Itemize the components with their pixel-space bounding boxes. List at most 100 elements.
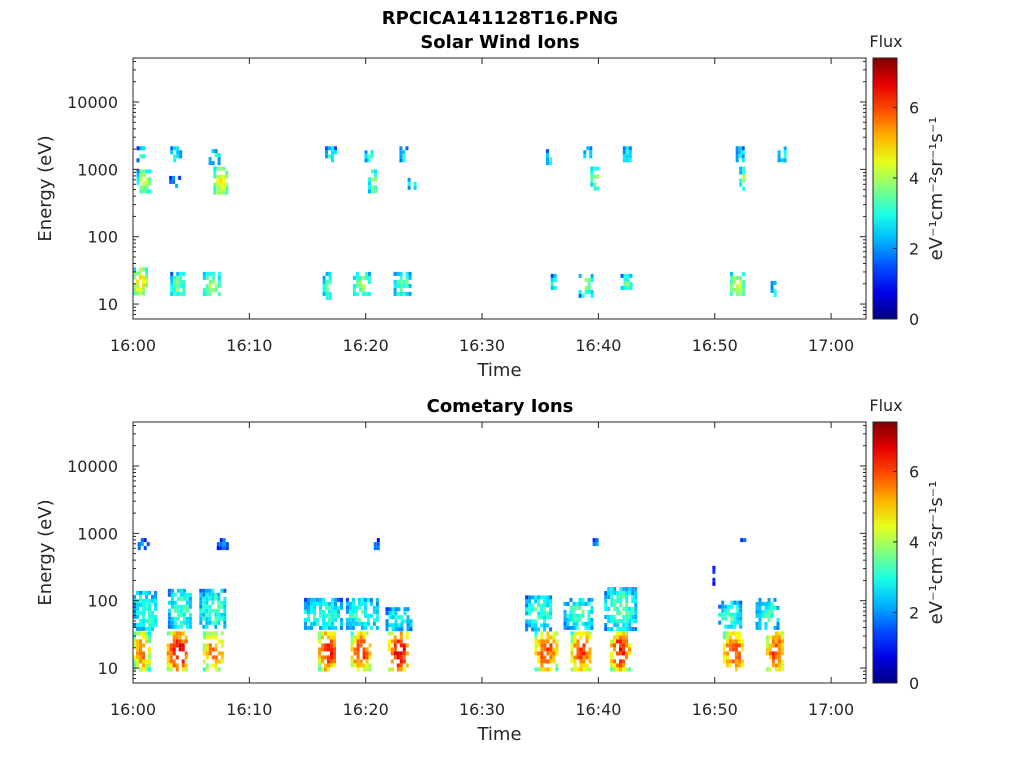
flux-cell [375,613,379,618]
flux-cell [405,635,409,640]
flux-cell [400,627,404,632]
flux-cell [540,631,544,636]
flux-cell [584,289,588,294]
flux-cell [625,607,629,611]
flux-cell [166,651,170,656]
flux-cell [402,158,406,163]
flux-cell [767,609,771,614]
flux-cell [363,601,367,606]
flux-cell [133,275,136,280]
flux-blob [133,590,157,631]
flux-cell [211,279,215,284]
flux-cell [546,651,550,656]
figure-title: RPCICA141128T16.PNG [382,8,618,29]
flux-cell [307,605,310,610]
flux-cell [774,651,778,656]
flux-cell [322,601,325,606]
flux-cell [322,617,325,622]
flux-cell [634,587,638,591]
flux-cell [534,667,538,672]
flux-cell [399,154,403,159]
flux-cell [334,150,337,155]
flux-cell [139,275,142,280]
flux-cell [758,605,762,610]
flux-cell [566,625,570,630]
flux-cell [365,655,369,660]
flux-cell [525,623,529,628]
flux-cell [391,611,395,616]
flux-cell [321,655,324,660]
flux-cell [743,538,747,543]
flux-cell [543,603,547,608]
flux-cell [540,607,544,612]
flux-cell [768,635,772,640]
flux-cell [543,615,547,620]
flux-cell [142,154,146,159]
flux-cell [136,655,139,660]
flux-cell [322,283,326,288]
flux-cell [730,604,734,609]
flux-cell [610,643,613,648]
flux-cell [619,587,623,591]
flux-cell [214,287,218,292]
flux-cell [543,627,547,632]
flux-cell [328,279,332,284]
flux-cell [616,635,619,640]
flux-cell [350,639,354,644]
flux-cell [166,655,170,660]
flux-cell [367,271,371,276]
flux-cell [211,663,215,668]
flux-cell [211,287,215,292]
flux-cell [345,597,349,602]
flux-blob [407,177,417,190]
flux-cell [148,655,151,660]
flux-cell [730,600,734,605]
flux-cell [552,647,556,652]
flux-cell [402,643,406,648]
flux-cell [550,277,554,282]
flux-cell [369,601,373,606]
flux-cell [399,271,403,276]
flux-blob [534,631,559,672]
flux-cell [387,667,391,672]
flux-cell [728,643,732,648]
flux-cell [145,279,148,284]
flux-cell [728,659,732,664]
flux-cell [595,542,599,547]
flux-cell [213,182,217,187]
flux-cell [734,667,738,672]
flux-cell [205,291,209,296]
flux-cell [566,621,570,626]
flux-cell [727,624,731,629]
flux-cell [173,600,177,605]
flux-cell [181,659,185,664]
flux-cell [393,287,397,292]
flux-cell [773,281,777,285]
flux-cell [359,663,363,668]
flux-cell [151,610,154,615]
x-axis-label: Time [476,724,521,745]
flux-cell [154,618,157,623]
flux-blob [167,588,192,629]
flux-cell [354,609,358,614]
flux-cell [142,655,145,660]
flux-cell [205,596,209,601]
flux-cell [173,287,177,292]
flux-cell [573,635,577,640]
flux-cell [217,604,221,609]
flux-blob [345,597,379,630]
flux-cell [776,625,780,630]
flux-cell [364,271,368,276]
flux-cell [394,619,398,624]
flux-cell [628,587,632,591]
flux-cell [360,621,364,626]
flux-cell [181,643,185,648]
flux-cell [537,639,541,644]
flux-cell [590,166,594,171]
flux-blob [393,271,412,296]
flux-cell [208,612,212,617]
flux-cell [625,154,629,159]
flux-cell [626,285,630,290]
flux-cell [584,277,588,282]
